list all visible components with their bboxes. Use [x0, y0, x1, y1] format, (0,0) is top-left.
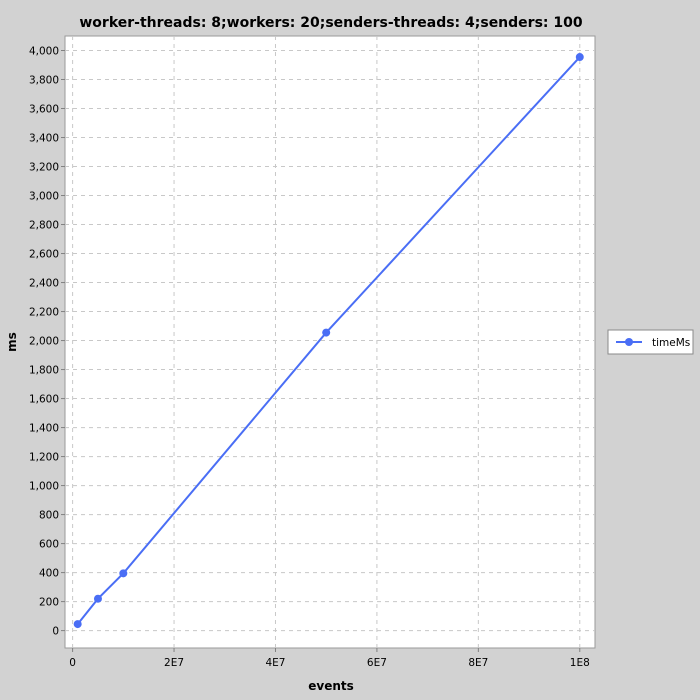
chart-title: worker-threads: 8;workers: 20;senders-th…	[79, 15, 582, 31]
y-axis-title: ms	[5, 332, 19, 352]
data-point	[93, 594, 102, 603]
y-tick-label: 200	[39, 597, 59, 609]
grid-lines	[65, 36, 595, 648]
y-tick-label: 3,600	[29, 104, 59, 116]
series-timeMs	[73, 53, 584, 629]
y-tick-label: 2,800	[29, 220, 59, 232]
x-tick-label: 6E7	[367, 657, 387, 669]
y-tick-label: 400	[39, 568, 59, 580]
y-tick-label: 1,400	[29, 423, 59, 435]
legend: timeMs	[607, 329, 694, 355]
y-tick-label: 3,200	[29, 162, 59, 174]
x-tick-label: 4E7	[265, 657, 285, 669]
x-axis: 0 2E7 4E7 6E7 8E7 1E8	[69, 648, 590, 669]
x-axis-title: events	[308, 679, 354, 693]
y-tick-label: 3,400	[29, 133, 59, 145]
y-tick-label: 1,000	[29, 481, 59, 493]
y-tick-label: 600	[39, 539, 59, 551]
x-tick-label: 2E7	[164, 657, 184, 669]
y-tick-label: 800	[39, 510, 59, 522]
data-point	[575, 53, 584, 62]
data-point	[322, 328, 331, 337]
y-tick-label: 1,200	[29, 452, 59, 464]
y-tick-label: 3,000	[29, 191, 59, 203]
data-point	[73, 620, 82, 629]
legend-label: timeMs	[652, 337, 690, 349]
y-tick-label: 2,200	[29, 307, 59, 319]
y-tick-label: 1,800	[29, 365, 59, 377]
x-tick-label: 1E8	[570, 657, 590, 669]
y-axis: 0 200 400 600 800 1,000 1,200 1,400 1,600 1,800 2,…	[29, 46, 65, 638]
legend-marker-swatch	[625, 338, 633, 346]
y-tick-label: 2,400	[29, 278, 59, 290]
data-point	[119, 569, 128, 578]
x-tick-label: 8E7	[468, 657, 488, 669]
y-tick-label: 1,600	[29, 394, 59, 406]
y-tick-label: 2,000	[29, 336, 59, 348]
y-tick-label: 0	[52, 626, 59, 638]
y-tick-label: 4,000	[29, 46, 59, 58]
y-tick-label: 3,800	[29, 75, 59, 87]
y-tick-label: 2,600	[29, 249, 59, 261]
x-tick-label: 0	[69, 657, 76, 669]
